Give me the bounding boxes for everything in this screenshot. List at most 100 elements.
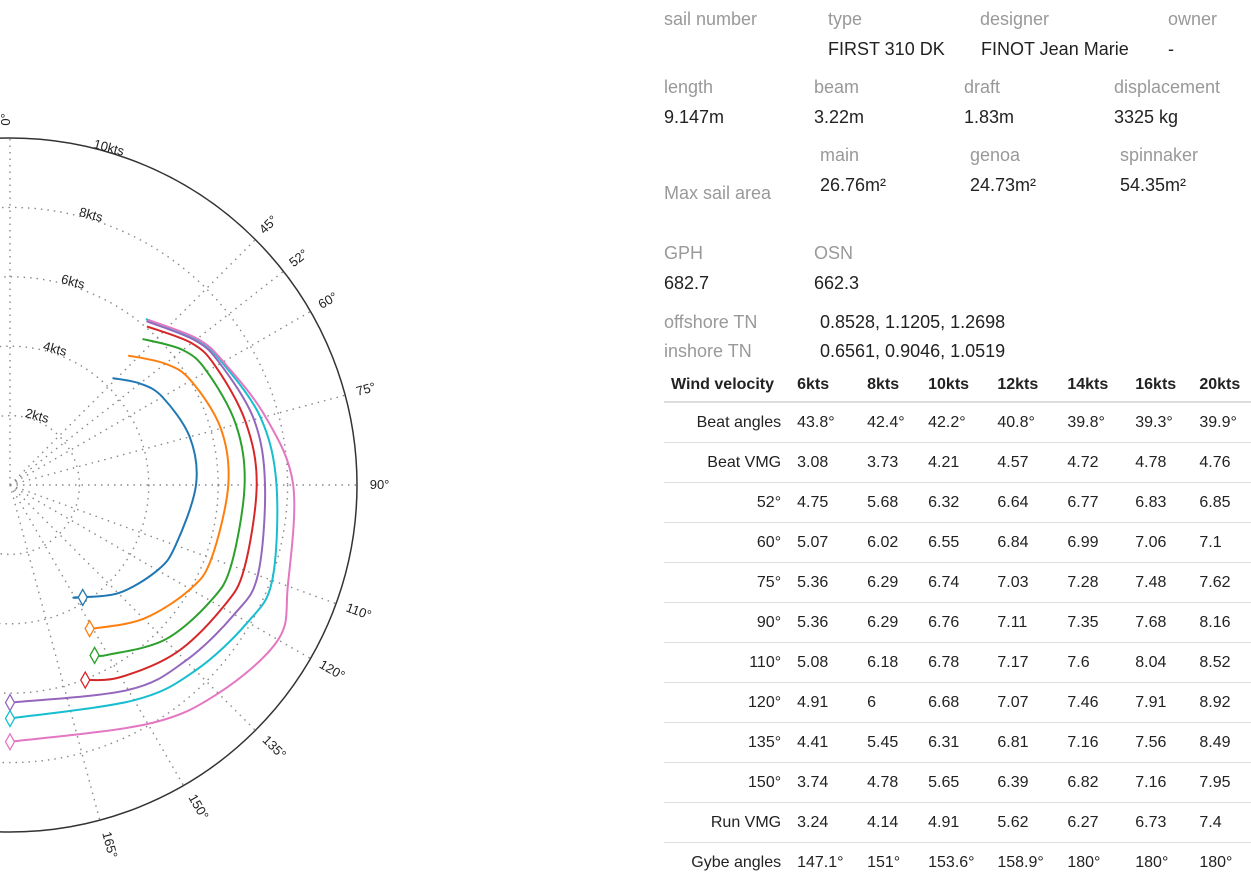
row-header: 52° bbox=[756, 493, 782, 511]
angle-tick-label: 45° bbox=[256, 212, 281, 237]
table-cell: 4.78 bbox=[1135, 453, 1167, 471]
radial-tick-label: 6kts bbox=[60, 271, 87, 292]
table-row: Gybe angles 147.1° 151° 153.6° 158.9° 180° 180… bbox=[664, 843, 1251, 883]
table-cell: 3.08 bbox=[797, 453, 829, 471]
angle-tick-label: 150° bbox=[185, 791, 211, 822]
beam-label: beam bbox=[814, 77, 860, 97]
polar-grid bbox=[0, 137, 358, 833]
table-cell: 6.77 bbox=[1067, 493, 1099, 511]
table-header-row: Wind velocity 6kts 8kts 10kts 12kts 14kt… bbox=[664, 369, 1251, 402]
table-body: Beat angles 43.8° 42.4° 42.2° 40.8° 39.8° 39.3… bbox=[664, 402, 1251, 882]
gph-label: GPH bbox=[664, 243, 704, 263]
table-cell: 4.21 bbox=[928, 453, 960, 471]
polar-curve-20kts bbox=[9, 318, 296, 743]
table-cell: 5.08 bbox=[797, 653, 829, 671]
table-cell: 5.45 bbox=[867, 733, 899, 751]
column-header: 12kts bbox=[997, 376, 1039, 393]
table-cell: 158.9° bbox=[997, 853, 1044, 871]
table-cell: 4.75 bbox=[797, 493, 829, 511]
table-cell: 8.49 bbox=[1199, 733, 1231, 751]
spinnaker-label: spinnaker bbox=[1120, 145, 1199, 165]
table-cell: 180° bbox=[1067, 853, 1101, 871]
owner-value: - bbox=[1168, 39, 1174, 59]
table-cell: 5.68 bbox=[867, 493, 899, 511]
row-header: 135° bbox=[748, 733, 782, 751]
angle-tick-label: 75° bbox=[354, 379, 377, 399]
table-cell: 6.68 bbox=[928, 693, 960, 711]
table-cell: 3.74 bbox=[797, 773, 829, 791]
table-cell: 8.52 bbox=[1199, 653, 1231, 671]
table-cell: 6.39 bbox=[997, 773, 1029, 791]
table-row: 90° 5.36 6.29 6.76 7.11 7.35 7.68 8.16 bbox=[664, 603, 1251, 643]
draft-label: draft bbox=[964, 77, 1001, 97]
polar-curve-6kts bbox=[72, 377, 198, 599]
table-cell: 6.32 bbox=[928, 493, 960, 511]
radial-ring bbox=[0, 206, 289, 764]
beam-value: 3.22m bbox=[814, 107, 865, 127]
max-sail-area-label: Max sail area bbox=[664, 183, 772, 203]
table-cell: 4.14 bbox=[867, 813, 899, 831]
table-cell: 4.76 bbox=[1199, 453, 1231, 471]
table-cell: 5.36 bbox=[797, 573, 829, 591]
angle-spoke bbox=[9, 484, 185, 786]
table-cell: 6 bbox=[867, 693, 877, 711]
table-cell: 7.56 bbox=[1135, 733, 1167, 751]
table-row: 135° 4.41 5.45 6.31 6.81 7.16 7.56 8.49 bbox=[664, 723, 1251, 763]
table-cell: 3.73 bbox=[867, 453, 899, 471]
table-cell: 7.68 bbox=[1135, 613, 1167, 631]
polar-diagram: 2kts 4kts 6kts 8kts 10kts 0° 45°52°60° 75° 90° 1… bbox=[0, 113, 390, 860]
table-cell: 7.28 bbox=[1067, 573, 1099, 591]
table-cell: 6.29 bbox=[867, 573, 899, 591]
table-cell: 7.6 bbox=[1067, 653, 1090, 671]
offshore-tn-label: offshore TN bbox=[664, 312, 758, 332]
osn-label: OSN bbox=[814, 243, 854, 263]
table-cell: 5.62 bbox=[997, 813, 1029, 831]
angle-tick-label: 110° bbox=[344, 600, 374, 623]
column-header: 20kts bbox=[1199, 376, 1241, 393]
radial-tick-label: 10kts bbox=[92, 136, 126, 159]
table-row: 52° 4.75 5.68 6.32 6.64 6.77 6.83 6.85 bbox=[664, 483, 1251, 523]
table-cell: 6.82 bbox=[1067, 773, 1099, 791]
column-header: 14kts bbox=[1067, 376, 1109, 393]
table-row: 110° 5.08 6.18 6.78 7.17 7.6 8.04 8.52 bbox=[664, 643, 1251, 683]
table-cell: 7.91 bbox=[1135, 693, 1167, 711]
designer-label: designer bbox=[980, 9, 1050, 29]
polar-table: Wind velocity 6kts 8kts 10kts 12kts 14kt… bbox=[664, 369, 1251, 882]
table-cell: 6.02 bbox=[867, 533, 899, 551]
table-cell: 147.1° bbox=[797, 853, 844, 871]
radial-tick-label: 8kts bbox=[78, 204, 105, 225]
row-header: 90° bbox=[756, 613, 782, 631]
polar-curve-12kts bbox=[85, 325, 258, 682]
radial-tick-labels: 2kts 4kts 6kts 8kts 10kts bbox=[24, 136, 127, 426]
table-cell: 7.06 bbox=[1135, 533, 1167, 551]
table-cell: 6.84 bbox=[997, 533, 1029, 551]
table-cell: 39.3° bbox=[1135, 413, 1173, 431]
table-cell: 5.07 bbox=[797, 533, 829, 551]
run-vmg-marker bbox=[4, 693, 16, 712]
row-header: Beat VMG bbox=[707, 453, 782, 471]
table-cell: 8.92 bbox=[1199, 693, 1231, 711]
table-row: Beat angles 43.8° 42.4° 42.2° 40.8° 39.8° 39.3… bbox=[664, 402, 1251, 443]
table-cell: 6.29 bbox=[867, 613, 899, 631]
table-cell: 4.72 bbox=[1067, 453, 1099, 471]
angle-tick-label: 0° bbox=[0, 113, 13, 125]
table-row: Beat VMG 3.08 3.73 4.21 4.57 4.72 4.78 4.76 bbox=[664, 443, 1251, 483]
table-cell: 4.57 bbox=[997, 453, 1029, 471]
table-cell: 5.65 bbox=[928, 773, 960, 791]
run-vmg-marker bbox=[80, 670, 91, 690]
angle-tick-label: 60° bbox=[316, 289, 341, 312]
table-cell: 5.36 bbox=[797, 613, 829, 631]
type-label: type bbox=[828, 9, 863, 29]
table-cell: 6.31 bbox=[928, 733, 960, 751]
angle-tick-label: 52° bbox=[286, 246, 311, 270]
angle-tick-label: 135° bbox=[260, 732, 290, 762]
table-cell: 3.24 bbox=[797, 813, 829, 831]
run-vmg-marker bbox=[77, 588, 88, 607]
angle-tick-label: 90° bbox=[370, 477, 390, 492]
type-value: FIRST 310 DK bbox=[828, 39, 945, 59]
table-cell: 39.8° bbox=[1067, 413, 1105, 431]
length-label: length bbox=[664, 77, 714, 97]
angle-tick-label: 120° bbox=[317, 657, 348, 683]
row-header: Run VMG bbox=[710, 813, 782, 831]
run-vmg-marker bbox=[89, 646, 100, 665]
